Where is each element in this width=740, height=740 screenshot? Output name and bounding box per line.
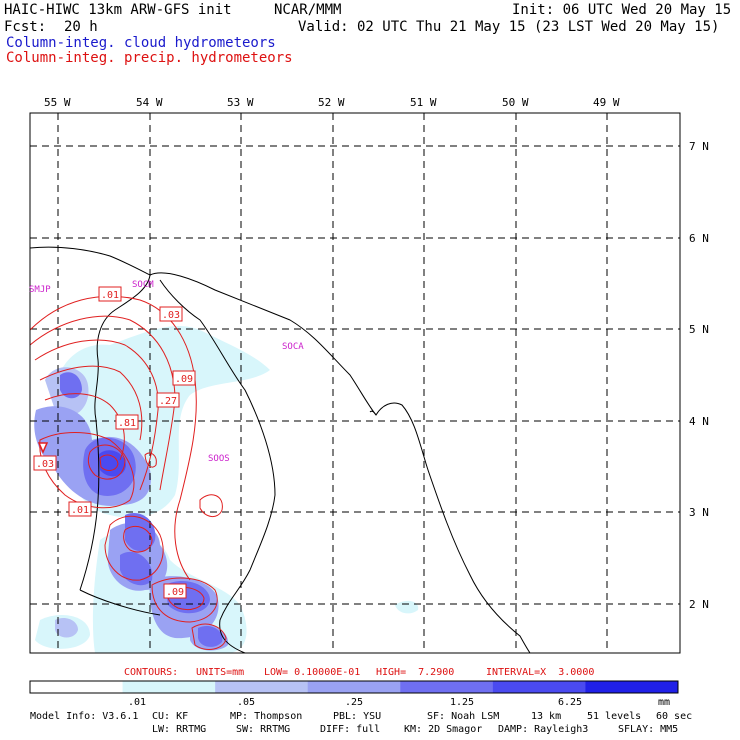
contour-label: .01	[101, 290, 119, 301]
low-label: LOW= 0.10000E-01	[264, 667, 361, 678]
contour-label: .81	[118, 418, 136, 429]
init-time: Init: 06 UTC Wed 20 May 15	[512, 2, 732, 18]
lon-label: 53 W	[227, 96, 254, 109]
lat-lon-grid	[30, 113, 680, 653]
colorbar-swatch	[30, 681, 124, 693]
lon-label: 50 W	[502, 96, 529, 109]
colorbar-tick: .01	[128, 697, 146, 708]
colorbar-tick: 6.25	[558, 697, 582, 708]
lat-label: 5 N	[689, 323, 709, 336]
model-title: HAIC-HIWC 13km ARW-GFS init	[4, 2, 232, 18]
time-step: 60 sec	[656, 711, 693, 722]
field-cloud-label: Column-integ. cloud hydrometeors	[6, 35, 276, 51]
sw-scheme: SW: RRTMG	[236, 724, 291, 735]
colorbar-unit: mm	[658, 697, 670, 708]
colorbar-tick: 1.25	[450, 697, 474, 708]
sf-scheme: SF: Noah LSM	[427, 711, 500, 722]
km-scheme: KM: 2D Smagor	[404, 724, 483, 735]
contour-label: .27	[159, 396, 177, 407]
diff-scheme: DIFF: full	[320, 724, 381, 735]
colorbar-tick: .25	[345, 697, 363, 708]
contour-label: .09	[166, 587, 184, 598]
colorbar-swatch	[585, 681, 679, 693]
lon-label: 54 W	[136, 96, 163, 109]
contour-label: .03	[36, 459, 54, 470]
station-label: SOOS	[208, 454, 230, 464]
lat-label: 6 N	[689, 232, 709, 245]
colorbar: .01 .05 .25 1.25 6.25 mm	[29, 680, 679, 708]
contours-label: CONTOURS:	[124, 667, 179, 678]
field-precip-label: Column-integ. precip. hydrometeors	[6, 50, 293, 66]
colorbar-swatch	[492, 681, 586, 693]
lw-scheme: LW: RRTMG	[152, 724, 207, 735]
lon-label: 51 W	[410, 96, 437, 109]
colorbar-swatch	[122, 681, 216, 693]
minimum-marker-icon	[37, 442, 49, 454]
contour-label: .01	[71, 505, 89, 516]
station-label: SOCM	[132, 280, 154, 290]
cu-scheme: CU: KF	[152, 711, 189, 722]
colorbar-swatch	[307, 681, 401, 693]
fcst-label: Fcst:	[4, 19, 47, 35]
pbl-scheme: PBL: YSU	[333, 711, 382, 722]
contour-label: .03	[162, 310, 180, 321]
coastline	[30, 246, 531, 653]
model-info: Model Info: V3.6.1	[30, 711, 139, 722]
interval-label: INTERVAL=X 3.0000	[486, 667, 595, 678]
station-label: SOCA	[282, 342, 304, 352]
units-label: UNITS=mm	[196, 667, 245, 678]
lat-label: 4 N	[689, 415, 709, 428]
vertical-levels: 51 levels	[587, 711, 642, 722]
org-label: NCAR/MMM	[274, 2, 342, 18]
high-label: HIGH= 7.2900	[376, 667, 455, 678]
valid-time: Valid: 02 UTC Thu 21 May 15 (23 LST Wed …	[298, 19, 720, 35]
grid-spacing: 13 km	[531, 711, 562, 722]
map-frame	[29, 112, 681, 654]
fcst-value: 20 h	[64, 19, 98, 35]
contour-label-boxes	[33, 286, 196, 599]
colorbar-swatch	[215, 681, 309, 693]
lat-label: 2 N	[689, 598, 709, 611]
lat-label: 7 N	[689, 140, 709, 153]
lon-label: 55 W	[44, 96, 71, 109]
mp-scheme: MP: Thompson	[230, 711, 303, 722]
station-label: SMJP	[29, 285, 51, 295]
colorbar-tick: .05	[237, 697, 255, 708]
contour-label: .09	[175, 374, 193, 385]
lon-label: 52 W	[318, 96, 345, 109]
lat-label: 3 N	[689, 506, 709, 519]
sflay-scheme: SFLAY: MM5	[618, 724, 679, 735]
lon-label: 49 W	[593, 96, 620, 109]
colorbar-swatch	[400, 681, 494, 693]
damp-scheme: DAMP: Rayleigh3	[498, 724, 589, 735]
